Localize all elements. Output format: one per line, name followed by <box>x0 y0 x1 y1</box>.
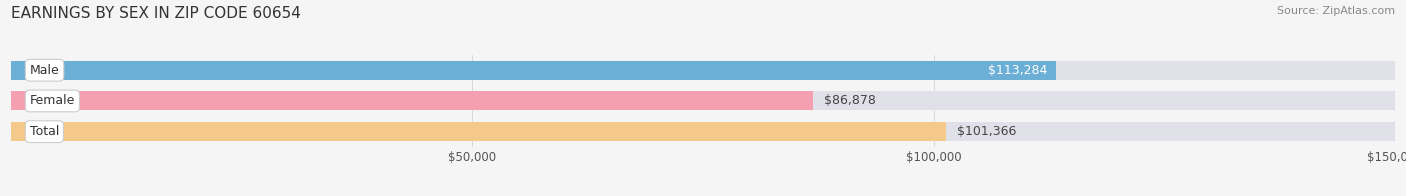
Text: $113,284: $113,284 <box>987 64 1047 77</box>
Text: EARNINGS BY SEX IN ZIP CODE 60654: EARNINGS BY SEX IN ZIP CODE 60654 <box>11 6 301 21</box>
Text: Total: Total <box>30 125 59 138</box>
Bar <box>11 122 946 141</box>
Bar <box>11 61 1056 80</box>
Bar <box>11 91 813 111</box>
Text: $86,878: $86,878 <box>824 94 876 107</box>
Text: Source: ZipAtlas.com: Source: ZipAtlas.com <box>1277 6 1395 16</box>
Bar <box>11 91 1395 111</box>
Bar <box>11 61 1395 80</box>
Text: $101,366: $101,366 <box>957 125 1017 138</box>
Bar <box>11 122 1395 141</box>
Text: Male: Male <box>30 64 59 77</box>
Text: Female: Female <box>30 94 75 107</box>
